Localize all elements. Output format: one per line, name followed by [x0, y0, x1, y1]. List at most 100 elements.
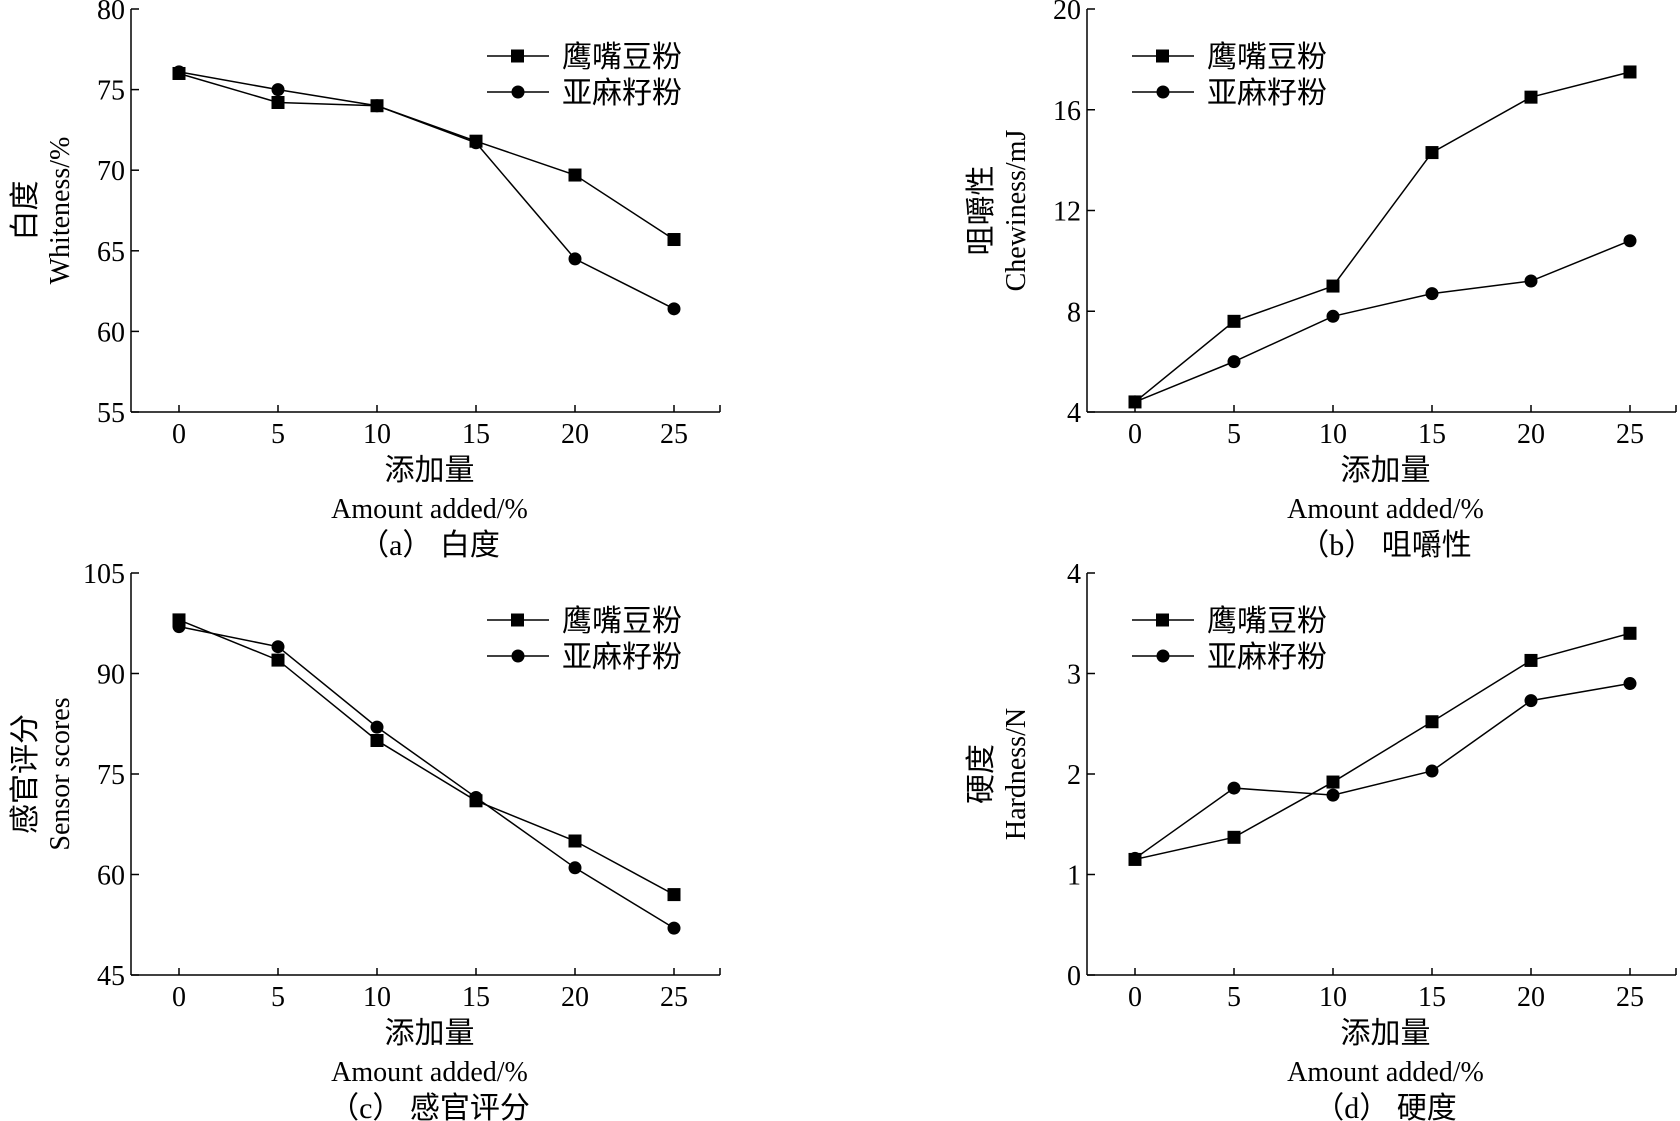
- data-point-square: [271, 95, 285, 109]
- y-tick-label: 70: [97, 156, 125, 187]
- data-point-square: [1326, 279, 1340, 293]
- x-axis-title-cn: 添加量: [385, 454, 475, 487]
- x-tick-label: 20: [1517, 419, 1545, 450]
- x-tick-label: 15: [1418, 419, 1446, 450]
- x-axis-title-cn: 添加量: [385, 1017, 475, 1050]
- y-axis-title-cn: 感官评分: [9, 714, 42, 834]
- data-point-square: [568, 834, 582, 848]
- x-tick-label: 5: [271, 982, 285, 1013]
- data-point-square: [1326, 775, 1340, 789]
- panel-caption: （a） 白度: [359, 529, 500, 562]
- legend-square-marker: [1156, 613, 1169, 627]
- y-tick-label: 4: [1067, 559, 1081, 590]
- y-tick-label: 45: [97, 961, 125, 992]
- series-line-circle: [178, 71, 675, 310]
- data-point-square: [568, 168, 582, 182]
- data-point-square: [1623, 65, 1637, 79]
- data-point-square: [271, 653, 285, 667]
- y-tick-label: 3: [1067, 660, 1081, 691]
- y-tick-label: 16: [1053, 96, 1081, 127]
- data-point-circle: [370, 720, 384, 734]
- data-point-circle: [1128, 395, 1142, 409]
- legend-label: 鹰嘴豆粉: [562, 41, 682, 74]
- y-tick-label: 75: [97, 76, 125, 107]
- data-point-square: [667, 233, 681, 247]
- legend-label: 亚麻籽粉: [1207, 77, 1327, 110]
- y-tick-label: 2: [1067, 760, 1081, 791]
- x-tick-label: 25: [660, 982, 688, 1013]
- data-point-circle: [1326, 309, 1340, 323]
- data-point-circle: [172, 620, 186, 634]
- x-tick-label: 20: [1517, 982, 1545, 1013]
- data-point-circle: [1623, 234, 1637, 248]
- panel-caption: （b） 咀嚼性: [1299, 529, 1472, 562]
- data-point-square: [667, 888, 681, 902]
- legend-square-marker: [511, 49, 524, 63]
- x-tick-label: 5: [1227, 419, 1241, 450]
- series-line-square: [178, 619, 675, 896]
- data-point-circle: [271, 83, 285, 97]
- data-point-circle: [271, 640, 285, 654]
- x-tick-label: 25: [660, 419, 688, 450]
- x-axis-title-en: Amount added/%: [1287, 1057, 1484, 1088]
- series-line-square: [1134, 71, 1631, 403]
- x-tick-label: 0: [1128, 982, 1142, 1013]
- y-axis-title-cn: 硬度: [965, 744, 998, 804]
- y-axis-title-en: Sensor scores: [45, 697, 76, 850]
- x-tick-label: 20: [561, 419, 589, 450]
- y-tick-label: 55: [97, 398, 125, 429]
- y-tick-label: 80: [97, 0, 125, 26]
- data-point-square: [1227, 314, 1241, 328]
- data-point-square: [1227, 830, 1241, 844]
- data-point-circle: [568, 252, 582, 266]
- x-tick-label: 5: [271, 419, 285, 450]
- panel-caption: （c） 感官评分: [329, 1092, 530, 1121]
- x-tick-label: 10: [1319, 982, 1347, 1013]
- y-axis-title-en: Whiteness/%: [45, 137, 76, 285]
- data-point-circle: [568, 861, 582, 875]
- y-tick-label: 1: [1067, 861, 1081, 892]
- x-tick-label: 5: [1227, 982, 1241, 1013]
- y-axis-title-en: Chewiness/mJ: [1001, 130, 1032, 292]
- data-point-circle: [667, 302, 681, 316]
- data-point-circle: [1623, 677, 1637, 691]
- x-axis-title-en: Amount added/%: [331, 494, 528, 525]
- data-point-circle: [1227, 781, 1241, 795]
- legend-circle-marker: [511, 649, 525, 663]
- legend-label: 鹰嘴豆粉: [1207, 41, 1327, 74]
- y-tick-label: 0: [1067, 961, 1081, 992]
- series-line-circle: [178, 625, 675, 929]
- data-point-square: [1425, 146, 1439, 160]
- y-axis-title-cn: 咀嚼性: [965, 166, 998, 256]
- x-tick-label: 10: [363, 419, 391, 450]
- legend-circle-marker: [1156, 649, 1170, 663]
- x-tick-label: 25: [1616, 982, 1644, 1013]
- data-point-square: [1524, 90, 1538, 104]
- data-point-circle: [1128, 851, 1142, 865]
- y-tick-label: 60: [97, 317, 125, 348]
- data-point-circle: [469, 790, 483, 804]
- y-tick-label: 90: [97, 660, 125, 691]
- data-point-circle: [469, 136, 483, 150]
- series-line-square: [178, 72, 675, 241]
- legend-label: 亚麻籽粉: [1207, 641, 1327, 674]
- data-point-circle: [667, 921, 681, 935]
- x-tick-label: 0: [172, 419, 186, 450]
- data-point-circle: [1425, 764, 1439, 778]
- data-point-circle: [172, 65, 186, 79]
- y-axis-title-en: Hardness/N: [1001, 708, 1032, 840]
- x-tick-label: 0: [172, 982, 186, 1013]
- legend-label: 亚麻籽粉: [562, 641, 682, 674]
- data-point-square: [1524, 653, 1538, 667]
- x-tick-label: 0: [1128, 419, 1142, 450]
- x-tick-label: 20: [561, 982, 589, 1013]
- x-axis-title-cn: 添加量: [1341, 454, 1431, 487]
- data-point-circle: [1227, 355, 1241, 369]
- y-tick-label: 75: [97, 760, 125, 791]
- series-line-square: [1134, 632, 1631, 861]
- x-tick-label: 10: [363, 982, 391, 1013]
- data-point-square: [1425, 715, 1439, 729]
- x-tick-label: 15: [1418, 982, 1446, 1013]
- y-tick-label: 4: [1067, 398, 1081, 429]
